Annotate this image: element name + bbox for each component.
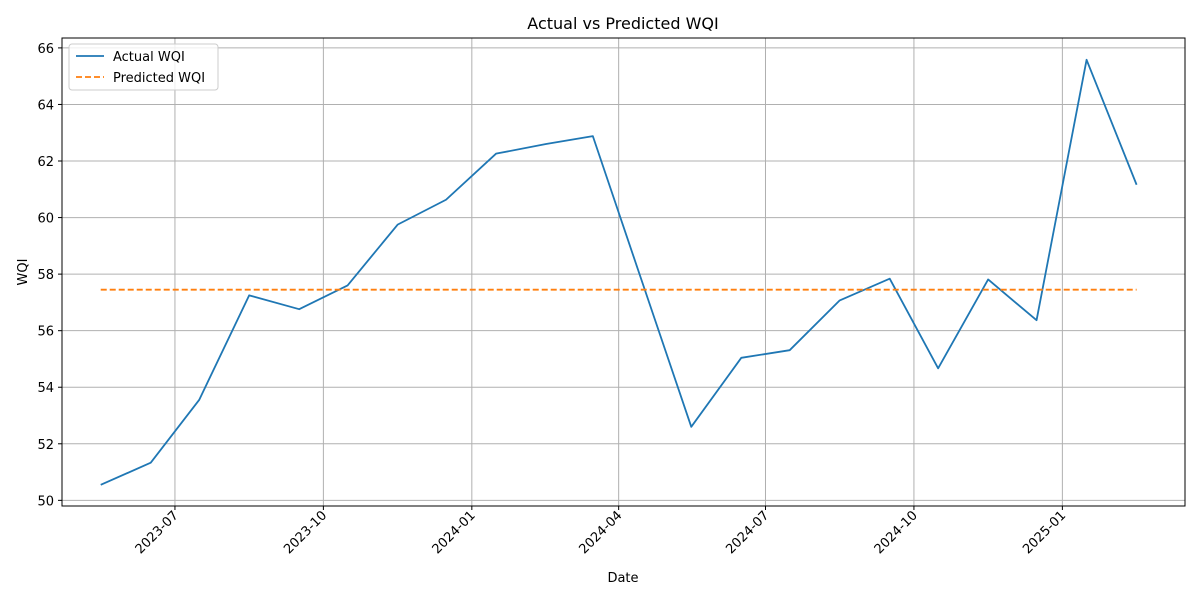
plot-frame [61,37,1186,507]
legend-label-predicted: Predicted WQI [113,71,205,86]
y-tick-label: 56 [37,325,54,340]
x-tick-label: 2024-10 [872,508,921,557]
x-tick-label: 2024-01 [430,508,479,557]
x-tick-label: 2024-04 [576,508,625,557]
x-tick-label: 2024-07 [723,508,772,557]
chart-title: Actual vs Predicted WQI [527,14,718,33]
series-layer [100,58,1138,486]
x-tick-label: 2025-01 [1020,508,1069,557]
y-tick-label: 58 [37,268,54,283]
legend-box [68,43,219,91]
legend: Actual WQI Predicted WQI [68,43,219,91]
x-tick-label: 2023-07 [133,508,182,557]
y-axis-title: WQI [16,259,31,286]
series-line-actual [100,58,1138,486]
y-tick-label: 60 [37,212,54,227]
y-tick-label: 50 [37,494,54,509]
legend-label-actual: Actual WQI [113,50,185,65]
y-tick-label: 62 [37,155,54,170]
y-tick-label: 54 [37,381,54,396]
x-tick-label: 2023-10 [281,508,330,557]
y-tick-label: 64 [37,98,54,113]
y-tick-label: 66 [37,42,54,57]
grid-layer [62,38,1185,506]
y-tick-label: 52 [37,438,54,453]
tick-layer: 2023-07 2023-10 2024-01 2024-04 2024-07 2024-… [37,42,1069,557]
x-axis-title: Date [607,571,638,586]
